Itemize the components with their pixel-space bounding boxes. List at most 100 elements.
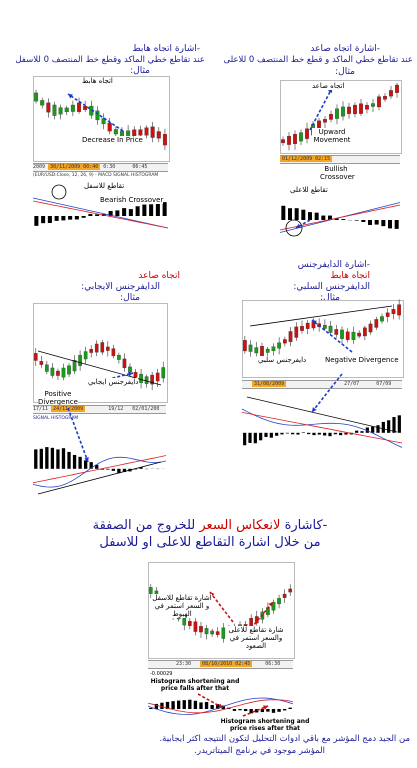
candle-body — [351, 331, 356, 340]
annotation-arrowhead — [312, 320, 317, 325]
candle-body — [282, 339, 287, 344]
candle-body — [371, 103, 375, 107]
p1-candles — [34, 89, 167, 151]
crossover-circle — [51, 184, 67, 200]
candle-body — [89, 349, 94, 353]
candle-body — [265, 348, 270, 353]
candle-body — [33, 353, 38, 361]
p5-heading-pre: -كاشارة — [280, 518, 328, 533]
candle-body — [221, 627, 226, 639]
p5-left-note: اشارة تقاطع للاسفل و السعر استمر في الهب… — [152, 594, 212, 618]
p4-desc: الدايفرجنس السلبي: — [293, 282, 370, 292]
candle-body — [341, 106, 345, 117]
candle-body — [210, 630, 214, 635]
p5-heading-2: من خلال اشارة التقاطع للاعلى او للاسفل — [99, 535, 321, 550]
candle-body — [323, 119, 327, 123]
p2-date: 01/12/2009 02:15 — [280, 156, 333, 162]
p5-heading: -كاشارة لانعكاس السعر للخروج من الصفقة — [20, 518, 400, 534]
p3-price-chart — [33, 303, 168, 403]
p4-div-en: Negative Divergence — [325, 356, 399, 364]
p3-macd — [32, 407, 167, 495]
candle-body — [391, 309, 396, 315]
candle-body — [144, 376, 149, 384]
candle-body — [106, 346, 110, 351]
macd-line — [32, 197, 169, 229]
p5-footer-2: المؤشر موجود في برنامج الميتاتريدر. — [194, 746, 325, 756]
candle-body — [77, 102, 82, 112]
candle-body — [117, 355, 121, 360]
candle-body — [148, 587, 153, 594]
candle-body — [100, 342, 105, 353]
p3-title: اتجاه صاعد — [138, 271, 180, 281]
p4-candles — [242, 299, 402, 361]
candle-body — [139, 373, 143, 383]
candle-body — [83, 351, 88, 360]
candle-body — [294, 326, 299, 338]
p1-macd — [32, 184, 169, 229]
candle-body — [215, 631, 220, 635]
annotation-arrowhead — [68, 94, 73, 99]
candle-body — [122, 358, 127, 369]
p3-date-4: 02/01/200 — [132, 406, 160, 412]
candle-body — [299, 132, 303, 142]
candle-body — [45, 364, 49, 372]
candle-body — [322, 324, 327, 329]
candle-body — [58, 107, 63, 115]
signal-line — [32, 455, 167, 484]
p1-decrease-label: Decrease In Price — [82, 136, 143, 144]
candle-body — [254, 347, 259, 354]
candle-body — [150, 374, 154, 385]
candle-body — [359, 103, 363, 114]
candle-body — [328, 325, 333, 333]
p4-div-ar: دايفرجنس سلبي — [258, 356, 307, 364]
candle-body — [95, 110, 100, 121]
p4-date-1: 31/08/2009 — [252, 381, 287, 387]
candle-body — [305, 322, 310, 329]
p1-price-chart — [33, 76, 170, 162]
p5-value: -0.00029 — [150, 671, 173, 677]
candle-body — [277, 598, 281, 605]
candle-body — [101, 118, 106, 125]
p1-example: مثال: — [130, 66, 150, 76]
p1-desc: عند تقاطع خطي الماكد وقطع خط المنتصف 0 ل… — [15, 55, 205, 65]
candle-body — [281, 139, 285, 144]
candle-body — [193, 621, 198, 632]
p5-footer-1: من الجيد دمج المؤشر مع باقي ادوات التحلي… — [159, 734, 410, 744]
candle-body — [383, 95, 387, 100]
trend-line — [37, 461, 162, 495]
candle-body — [111, 348, 116, 357]
p3-date-3: 19/12 — [108, 406, 124, 412]
candle-body — [305, 128, 309, 139]
signal-line — [32, 200, 169, 229]
candle-body — [61, 367, 66, 378]
p5-heading-red: لانعكاس السعر — [199, 518, 281, 533]
candle-body — [288, 331, 293, 342]
p5-heading-post: للخروج من الصفقة — [92, 518, 200, 533]
candle-body — [385, 312, 390, 317]
p4-title: -اشارة الدايفرجنس — [297, 260, 370, 270]
p2-upward-label: Upward Movement — [312, 128, 352, 144]
candle-body — [113, 129, 118, 135]
p2-example: مثال: — [335, 67, 355, 77]
p1-date-bar: 2009 30/11/2009 00:40 0:30 06:45 — [33, 163, 168, 172]
candle-body — [277, 342, 282, 349]
p3-subtitle: الدايفرجنس الايجابي: — [81, 282, 160, 292]
annotation-arrow — [67, 93, 124, 132]
candle-body — [161, 367, 166, 379]
candle-body — [287, 135, 291, 145]
p4-example: مثال: — [320, 293, 340, 303]
candle-body — [56, 370, 60, 376]
candle-body — [52, 104, 57, 116]
p2-bullish-label: Bullish Crossover — [320, 165, 355, 181]
p1-cross-en: Bearish Crossover — [100, 196, 164, 204]
candle-body — [397, 304, 402, 316]
candle-body — [188, 620, 192, 626]
p3-div-en: Positive Divergence — [38, 390, 78, 406]
candle-body — [362, 327, 367, 337]
annotation-arrow — [309, 87, 333, 131]
p1-cross-ar: تقاطع للاسفل — [84, 182, 125, 190]
candle-body — [288, 588, 293, 593]
candle-body — [260, 346, 264, 357]
candle-body — [138, 129, 143, 136]
p5-date-3: 06:30 — [265, 661, 281, 667]
